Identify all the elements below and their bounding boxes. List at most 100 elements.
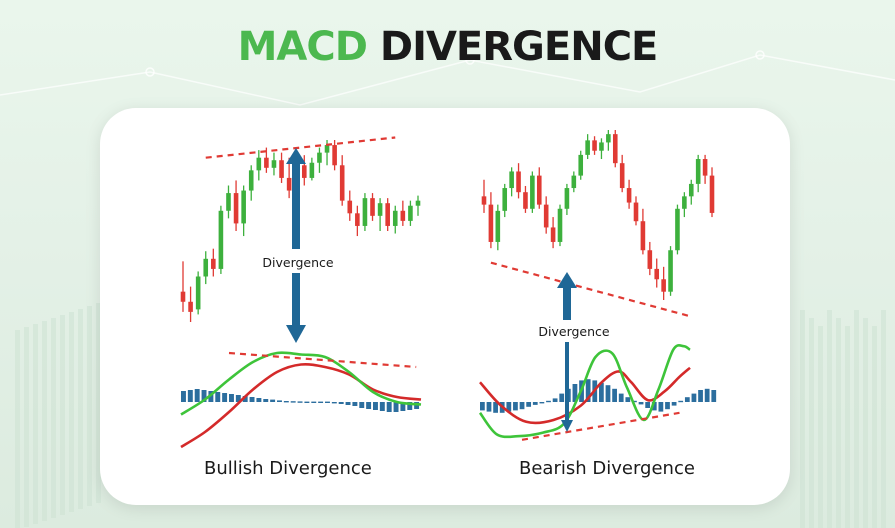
macd-histogram-bar xyxy=(585,379,591,402)
macd-histogram-bar xyxy=(532,402,538,405)
macd-histogram-bar xyxy=(506,402,512,412)
bearish-candle xyxy=(619,163,625,189)
macd-histogram-bar xyxy=(373,402,378,410)
bullish-candle xyxy=(195,276,201,310)
macd-histogram-bar xyxy=(546,400,551,403)
macd-histogram-bar xyxy=(345,402,351,405)
bullish-candle xyxy=(256,157,262,171)
macd-histogram-bar xyxy=(379,402,385,411)
bearish-candle xyxy=(180,291,186,302)
bullish-candle xyxy=(530,175,535,209)
bg-bar xyxy=(60,315,65,515)
macd-histogram-bar xyxy=(480,402,485,411)
macd-trendline xyxy=(521,411,680,441)
macd-histogram-bar xyxy=(552,398,558,402)
price-trendline xyxy=(490,261,692,318)
bearish-candle xyxy=(188,301,193,312)
bearish-candle xyxy=(264,157,269,168)
macd-histogram-bar xyxy=(645,402,651,408)
bearish-candle xyxy=(481,196,487,205)
macd-histogram-bar xyxy=(270,399,276,402)
macd-histogram-bar xyxy=(229,394,234,402)
bearish-candle xyxy=(640,221,646,251)
title-macd: MACD xyxy=(237,24,368,70)
macd-histogram-bar xyxy=(678,400,684,403)
bullish-candle xyxy=(675,208,680,251)
bg-bar xyxy=(809,318,814,528)
bearish-candle xyxy=(523,192,528,209)
macd-histogram-bar xyxy=(513,402,518,411)
macd-histogram-bar xyxy=(698,390,703,402)
macd-histogram-bar xyxy=(519,402,525,410)
macd-histogram-bar xyxy=(572,384,578,402)
macd-histogram-bar xyxy=(201,390,207,402)
macd-histogram-bar xyxy=(400,402,406,411)
macd-histogram-bar xyxy=(599,382,604,402)
macd-histogram-bar xyxy=(187,390,193,402)
bearish-divergence-chart: Divergence xyxy=(478,130,717,441)
bg-bar xyxy=(42,321,47,521)
arrow-shaft xyxy=(565,342,569,422)
macd-line xyxy=(478,344,691,439)
bg-bar xyxy=(15,330,20,528)
macd-histogram-bar xyxy=(311,401,317,403)
bullish-candle xyxy=(585,140,590,155)
macd-histogram-bar xyxy=(304,401,310,403)
bullish-candle xyxy=(415,200,421,206)
macd-histogram-bar xyxy=(277,400,282,402)
macd-histogram-bar xyxy=(625,397,631,402)
bearish-candle xyxy=(550,227,556,242)
bearish-candle xyxy=(339,165,345,201)
macd-histogram-bar xyxy=(366,402,372,409)
bullish-candle xyxy=(317,152,322,163)
bearish-candle xyxy=(647,250,653,269)
macd-histogram-bar xyxy=(222,393,228,402)
bg-bar xyxy=(854,310,859,528)
macd-histogram-bar xyxy=(684,397,690,402)
arrow-head-down xyxy=(561,420,573,432)
arrow-head-up xyxy=(557,272,577,288)
bearish-candle xyxy=(543,204,549,228)
divergence-label: Divergence xyxy=(262,255,334,270)
bg-node xyxy=(465,55,475,65)
macd-trendline xyxy=(228,351,417,369)
title-divergence: DIVERGENCE xyxy=(379,24,658,70)
bullish-candle xyxy=(495,210,501,242)
divergence-arrow xyxy=(557,272,577,432)
bg-bar xyxy=(827,310,832,528)
bg-bar xyxy=(800,310,805,528)
macd-histogram-bar xyxy=(486,402,492,412)
macd-histogram-bar xyxy=(215,392,221,402)
macd-histogram-bar xyxy=(407,402,413,410)
bullish-candle xyxy=(241,190,246,224)
macd-histogram-bar xyxy=(297,401,303,403)
macd-histogram-bar xyxy=(325,401,330,403)
bg-bar xyxy=(96,303,101,503)
macd-histogram-bar xyxy=(194,389,200,402)
macd-histogram-bar xyxy=(249,397,255,402)
bearish-candle xyxy=(592,140,597,151)
bullish-candle xyxy=(324,145,330,153)
arrow-shaft xyxy=(563,286,571,320)
bullish-candle xyxy=(688,183,694,197)
bearish-candle xyxy=(633,202,639,222)
bearish-candle xyxy=(385,203,390,226)
divergence-label: Divergence xyxy=(538,324,610,339)
bearish-candle xyxy=(536,175,542,205)
macd-histogram-bar xyxy=(338,402,344,404)
bullish-caption: Bullish Divergence xyxy=(204,458,372,479)
bullish-candle xyxy=(695,159,701,184)
bullish-candle xyxy=(578,154,584,176)
macd-histogram-bar xyxy=(393,402,399,412)
macd-histogram-bar xyxy=(283,401,289,403)
bullish-candle xyxy=(226,193,231,211)
divergence-arrow xyxy=(286,148,306,343)
macd-histogram-bar xyxy=(318,401,324,403)
bearish-candle xyxy=(516,171,521,193)
bullish-candle xyxy=(509,171,514,189)
bearish-candle xyxy=(233,193,239,224)
bearish-candle xyxy=(709,175,715,213)
bullish-candle xyxy=(203,258,209,277)
bullish-candle xyxy=(502,188,508,211)
